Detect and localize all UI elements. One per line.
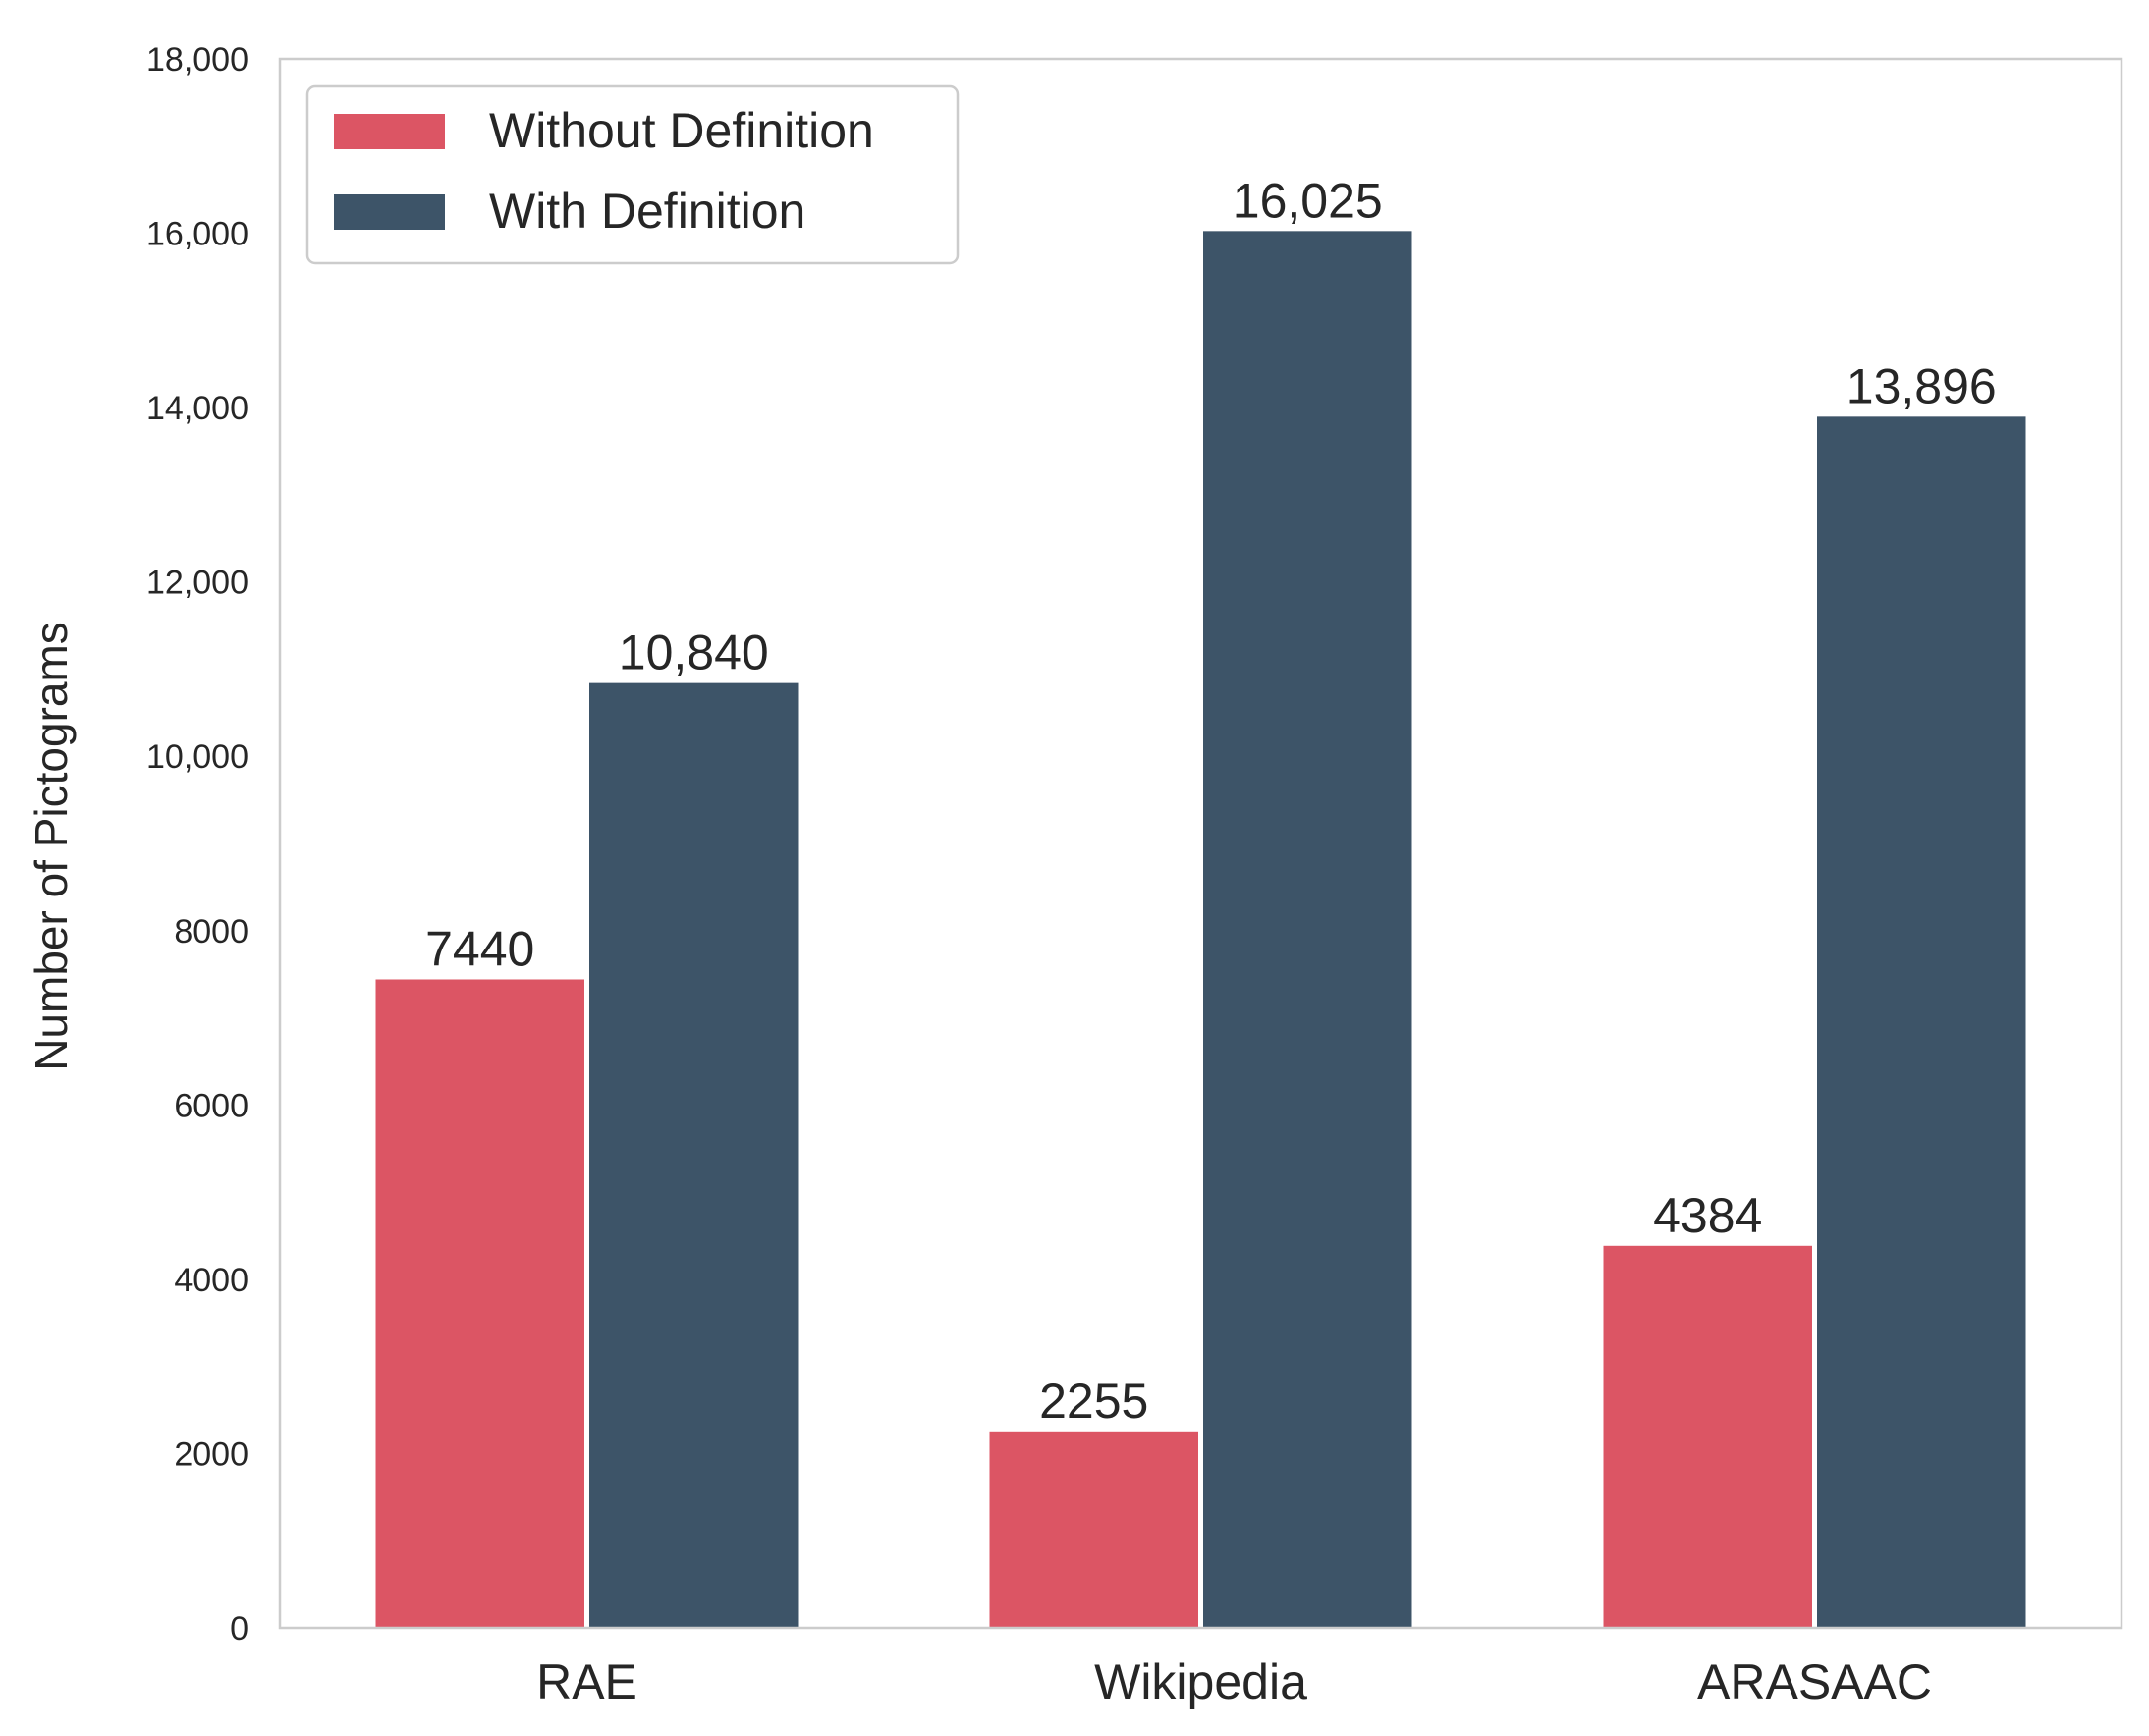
x-tick-label-rae: RAE: [536, 1655, 637, 1709]
legend-box: [305, 84, 960, 265]
y-tick-label: 2000: [174, 1436, 248, 1473]
x-tick-label-wikipedia: Wikipedia: [1094, 1655, 1307, 1709]
y-axis-title: Number of Pictograms: [26, 622, 77, 1071]
y-tick-label: 4000: [174, 1262, 248, 1299]
bar-with-definition-wikipedia: [1203, 231, 1412, 1629]
y-tick-label: 18,000: [146, 41, 248, 79]
x-tick-label-arasaac: ARASAAC: [1697, 1655, 1932, 1709]
y-tick-label: 16,000: [146, 216, 248, 253]
bar-without-definition-wikipedia: [989, 1431, 1198, 1628]
y-tick-label: 14,000: [146, 390, 248, 427]
bar-value-label: 7440: [425, 921, 534, 976]
y-tick-label: 10,000: [146, 738, 248, 776]
plot-area-frame: [278, 57, 2123, 1630]
bars-group: [375, 231, 2026, 1629]
bar-value-label: 2255: [1039, 1374, 1148, 1429]
legend: Without Definition With Definition: [305, 84, 960, 265]
y-tick-label: 12,000: [146, 565, 248, 602]
y-axis-ticks: 0 2000 4000 6000 8000 10,000 12,000 14,000 16,00…: [146, 41, 248, 1648]
legend-label-with-definition: With Definition: [489, 184, 805, 239]
bar-value-label: 13,896: [1846, 358, 1997, 413]
bar-without-definition-rae: [375, 979, 584, 1628]
y-tick-label: 0: [230, 1610, 248, 1648]
data-labels-group: 7440 10,840 2255 16,025 4384 13,896: [425, 173, 1997, 1428]
legend-swatch-without-definition: [334, 114, 445, 149]
bar-with-definition-rae: [589, 682, 799, 1628]
bar-value-label: 4384: [1653, 1188, 1762, 1243]
bar-value-label: 16,025: [1233, 173, 1383, 228]
y-tick-label: 8000: [174, 913, 248, 950]
bar-with-definition-arasaac: [1817, 416, 2026, 1628]
legend-label-without-definition: Without Definition: [489, 103, 874, 158]
bar-value-label: 10,840: [619, 625, 769, 680]
legend-swatch-with-definition: [334, 194, 445, 230]
y-tick-label: 6000: [174, 1087, 248, 1124]
x-axis-ticks: RAE Wikipedia ARASAAC: [536, 1655, 1932, 1709]
bar-without-definition-arasaac: [1603, 1245, 1812, 1628]
